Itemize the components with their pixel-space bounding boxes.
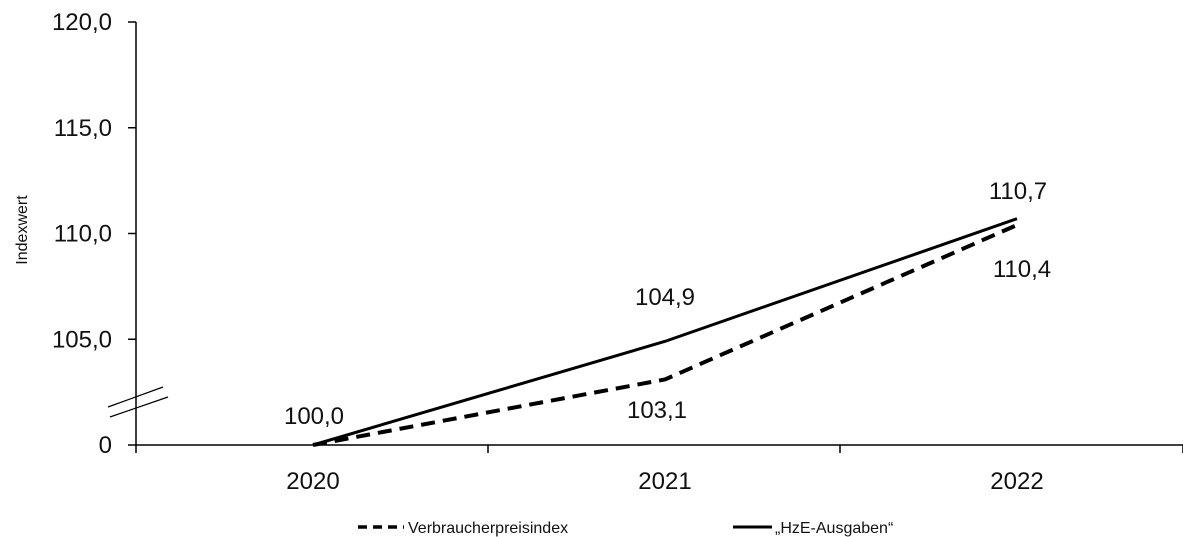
y-axis-title: Indexwert (14, 195, 31, 265)
y-tick-label: 120,0 (52, 9, 112, 36)
axis-break-mark (109, 396, 169, 418)
axis-break-mark (107, 386, 164, 408)
y-tick-label: 0 (99, 432, 112, 459)
series-lines (312, 217, 1018, 447)
data-label: 110,7 (989, 178, 1047, 205)
x-ticks: 2020 2021 2022 (135, 445, 1183, 495)
y-tick-label: 110,0 (54, 221, 112, 248)
data-labels: 100,0 104,9 103,1 110,7 110,4 (284, 178, 1051, 430)
x-tick-label: 2021 (638, 468, 691, 495)
legend-label-hze-ausgaben: „HzE-Ausgaben“ (775, 520, 893, 537)
x-tick-label: 2020 (286, 468, 339, 495)
data-label: 103,1 (627, 397, 687, 424)
data-label: 100,0 (284, 403, 344, 430)
data-label: 104,9 (635, 284, 695, 311)
x-tick-label: 2022 (990, 468, 1043, 495)
y-ticks: 0 105,0 110,0 115,0 120,0 (52, 9, 136, 459)
legend: Verbraucherpreisindex „HzE-Ausgaben“ (358, 520, 893, 537)
data-label: 110,4 (993, 256, 1051, 283)
legend-label-verbraucherpreisindex: Verbraucherpreisindex (408, 520, 568, 537)
y-tick-label: 105,0 (52, 326, 112, 353)
series-line-hze-ausgaben (312, 217, 1018, 447)
y-tick-label: 115,0 (54, 115, 112, 142)
series-line-verbraucherpreisindex (312, 223, 1018, 447)
